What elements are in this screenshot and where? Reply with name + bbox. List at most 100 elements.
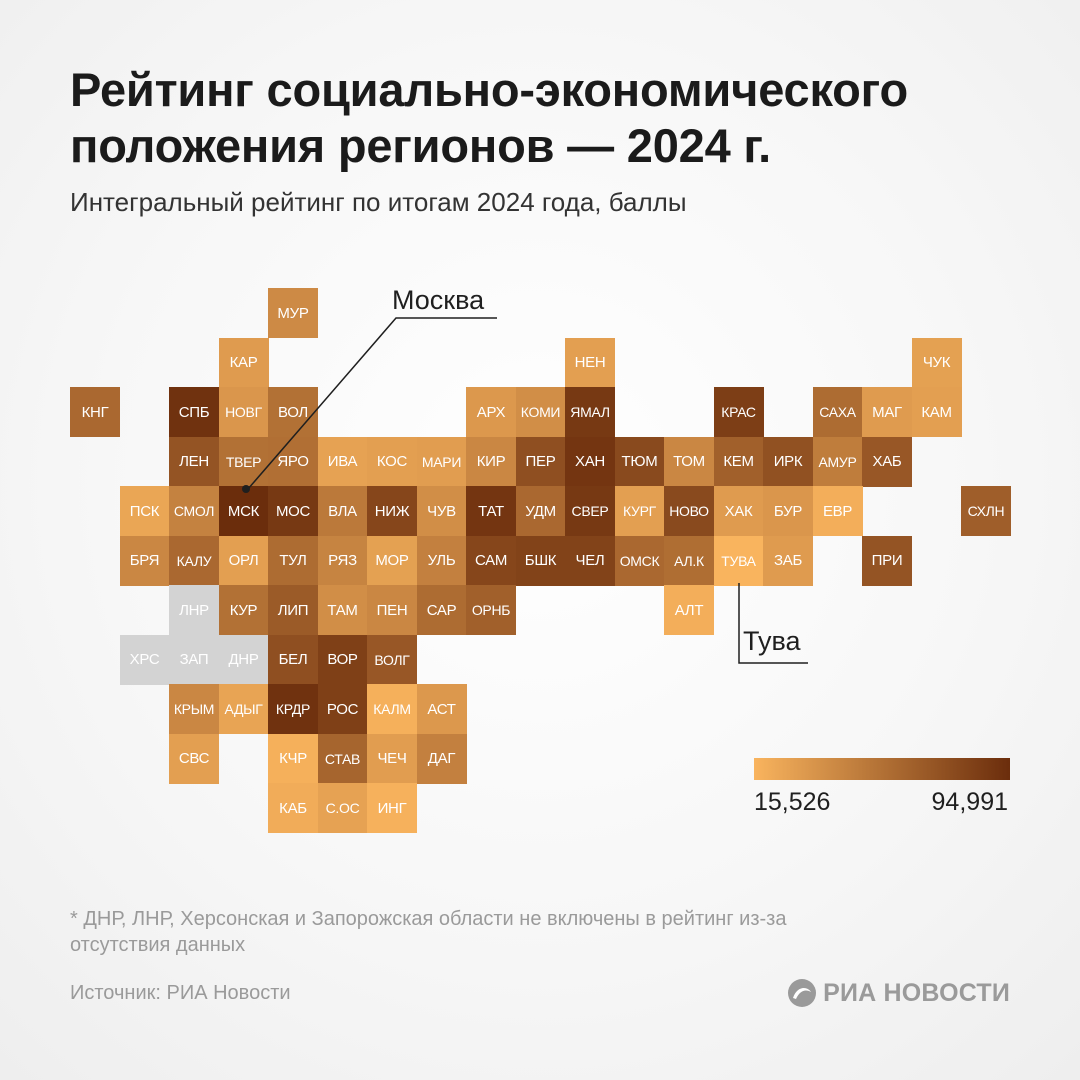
chart-subtitle: Интегральный рейтинг по итогам 2024 года… bbox=[70, 187, 687, 217]
region-tile: БШК bbox=[515, 535, 566, 586]
region-tile: ПРИ bbox=[862, 535, 912, 586]
region-tile: АРХ bbox=[466, 387, 516, 437]
region-tile: ХАБ bbox=[862, 436, 912, 487]
region-tile: САХА bbox=[812, 387, 863, 437]
region-tile: УДМ bbox=[515, 486, 566, 536]
region-tile: БЕЛ bbox=[268, 634, 318, 685]
footnote: * ДНР, ЛНР, Херсонская и Запорожская обл… bbox=[70, 908, 787, 956]
region-tile: ЯМАЛ bbox=[565, 387, 615, 437]
region-tile: СПБ bbox=[169, 387, 219, 437]
region-tile: ЛЕН bbox=[169, 436, 219, 487]
region-tile: НОВО bbox=[664, 486, 714, 536]
region-tile: СТАВ bbox=[317, 733, 368, 784]
region-tile: ЕВР bbox=[812, 486, 863, 536]
region-tile: ПЕН bbox=[367, 585, 417, 635]
region-tile: СВС bbox=[169, 733, 219, 784]
region-tile: РЯЗ bbox=[317, 535, 368, 586]
source-label: Источник: РИА Новости bbox=[70, 982, 291, 1004]
region-tile: ЧЕЧ bbox=[367, 733, 417, 784]
region-tile: КЕМ bbox=[713, 436, 764, 487]
region-tile: ТУВА bbox=[713, 535, 764, 586]
region-tile: СВЕР bbox=[565, 486, 615, 536]
region-tile: КИР bbox=[466, 436, 516, 487]
region-tile: АСТ bbox=[416, 684, 467, 734]
region-tile: ОМСК bbox=[614, 535, 665, 586]
region-tile: БУР bbox=[763, 486, 813, 536]
region-tile: КАМ bbox=[911, 387, 962, 437]
region-tile: КНГ bbox=[70, 387, 120, 437]
region-tile: МАРИ bbox=[416, 436, 467, 487]
tuva-callout: Тува bbox=[743, 626, 801, 656]
region-tile: ПЕР bbox=[515, 436, 566, 487]
legend-max-label: 94,991 bbox=[931, 788, 1008, 816]
region-tile: АЛ.К bbox=[664, 535, 714, 586]
moscow-callout: Москва bbox=[392, 285, 485, 315]
region-tile: АДЫГ bbox=[218, 684, 269, 734]
region-tile: СМОЛ bbox=[169, 486, 219, 536]
region-tile: ЛНР bbox=[169, 585, 219, 635]
region-tile: ИРК bbox=[763, 436, 813, 487]
region-tile: ЯРО bbox=[268, 436, 318, 487]
region-tile: САР bbox=[416, 585, 467, 635]
region-tile: КРЫМ bbox=[169, 684, 219, 734]
region-tile: ЧУВ bbox=[416, 486, 467, 536]
ria-logo: РИА НОВОСТИ bbox=[787, 978, 1010, 1008]
region-tile: НИЖ bbox=[367, 486, 417, 536]
region-tile: ЧЕЛ bbox=[565, 535, 615, 586]
region-tile: ЧУК bbox=[911, 337, 962, 388]
region-tile: КУРГ bbox=[614, 486, 665, 536]
region-tile: НОВГ bbox=[218, 387, 269, 437]
region-tile: ОРНБ bbox=[466, 585, 516, 635]
region-tile: ИВА bbox=[317, 436, 368, 487]
region-tile: КАЛУ bbox=[169, 535, 219, 586]
region-tile: КАЛМ bbox=[367, 684, 417, 734]
region-tile: СХЛН bbox=[961, 486, 1011, 536]
region-tile: С.ОС bbox=[317, 783, 368, 833]
region-tile: ВОЛ bbox=[268, 387, 318, 437]
region-tile: ОРЛ bbox=[218, 535, 269, 586]
region-tile: ТУЛ bbox=[268, 535, 318, 586]
legend-min-label: 15,526 bbox=[754, 788, 831, 816]
region-tile: МСК bbox=[218, 486, 269, 536]
region-tile: ЗАП bbox=[169, 634, 219, 685]
region-tile: КЧР bbox=[268, 733, 318, 784]
region-tile: КРАС bbox=[713, 387, 764, 437]
region-tile: УЛЬ bbox=[416, 535, 467, 586]
logo-text: РИА НОВОСТИ bbox=[823, 978, 1010, 1007]
region-tile: ХАН bbox=[565, 436, 615, 487]
region-tile: ЛИП bbox=[268, 585, 318, 635]
region-tile: ВОР bbox=[317, 634, 368, 685]
region-tile: КОС bbox=[367, 436, 417, 487]
region-tile: МОР bbox=[367, 535, 417, 586]
region-tile: ИНГ bbox=[367, 783, 417, 833]
region-tile: МУР bbox=[268, 288, 318, 338]
region-tile: ВОЛГ bbox=[367, 634, 417, 685]
region-tile: ПСК bbox=[119, 486, 170, 536]
region-tile: МАГ bbox=[862, 387, 912, 437]
region-tile: КАБ bbox=[268, 783, 318, 833]
region-tile: ТОМ bbox=[664, 436, 714, 487]
region-tile: ХАК bbox=[713, 486, 764, 536]
region-tile: ТАМ bbox=[317, 585, 368, 635]
region-tile: АМУР bbox=[812, 436, 863, 487]
region-tile: КОМИ bbox=[515, 387, 566, 437]
region-tile: БРЯ bbox=[119, 535, 170, 586]
region-tile: НЕН bbox=[565, 337, 615, 388]
region-tile: КАР bbox=[218, 337, 269, 388]
region-tile: КРДР bbox=[268, 684, 318, 734]
region-tile: ЗАБ bbox=[763, 535, 813, 586]
chart-title: Рейтинг социально-экономического положен… bbox=[70, 63, 908, 172]
region-tile: ДНР bbox=[218, 634, 269, 685]
region-tile: КУР bbox=[218, 585, 269, 635]
color-scale-legend bbox=[754, 758, 1010, 780]
region-tile: ТАТ bbox=[466, 486, 516, 536]
region-tile: ТВЕР bbox=[218, 436, 269, 487]
region-tile: ВЛА bbox=[317, 486, 368, 536]
region-tile: АЛТ bbox=[664, 585, 714, 635]
region-tile: ХРС bbox=[119, 634, 170, 685]
region-tile: МОС bbox=[268, 486, 318, 536]
region-tile: САМ bbox=[466, 535, 516, 586]
region-tile: РОС bbox=[317, 684, 368, 734]
region-tile: ДАГ bbox=[416, 733, 467, 784]
